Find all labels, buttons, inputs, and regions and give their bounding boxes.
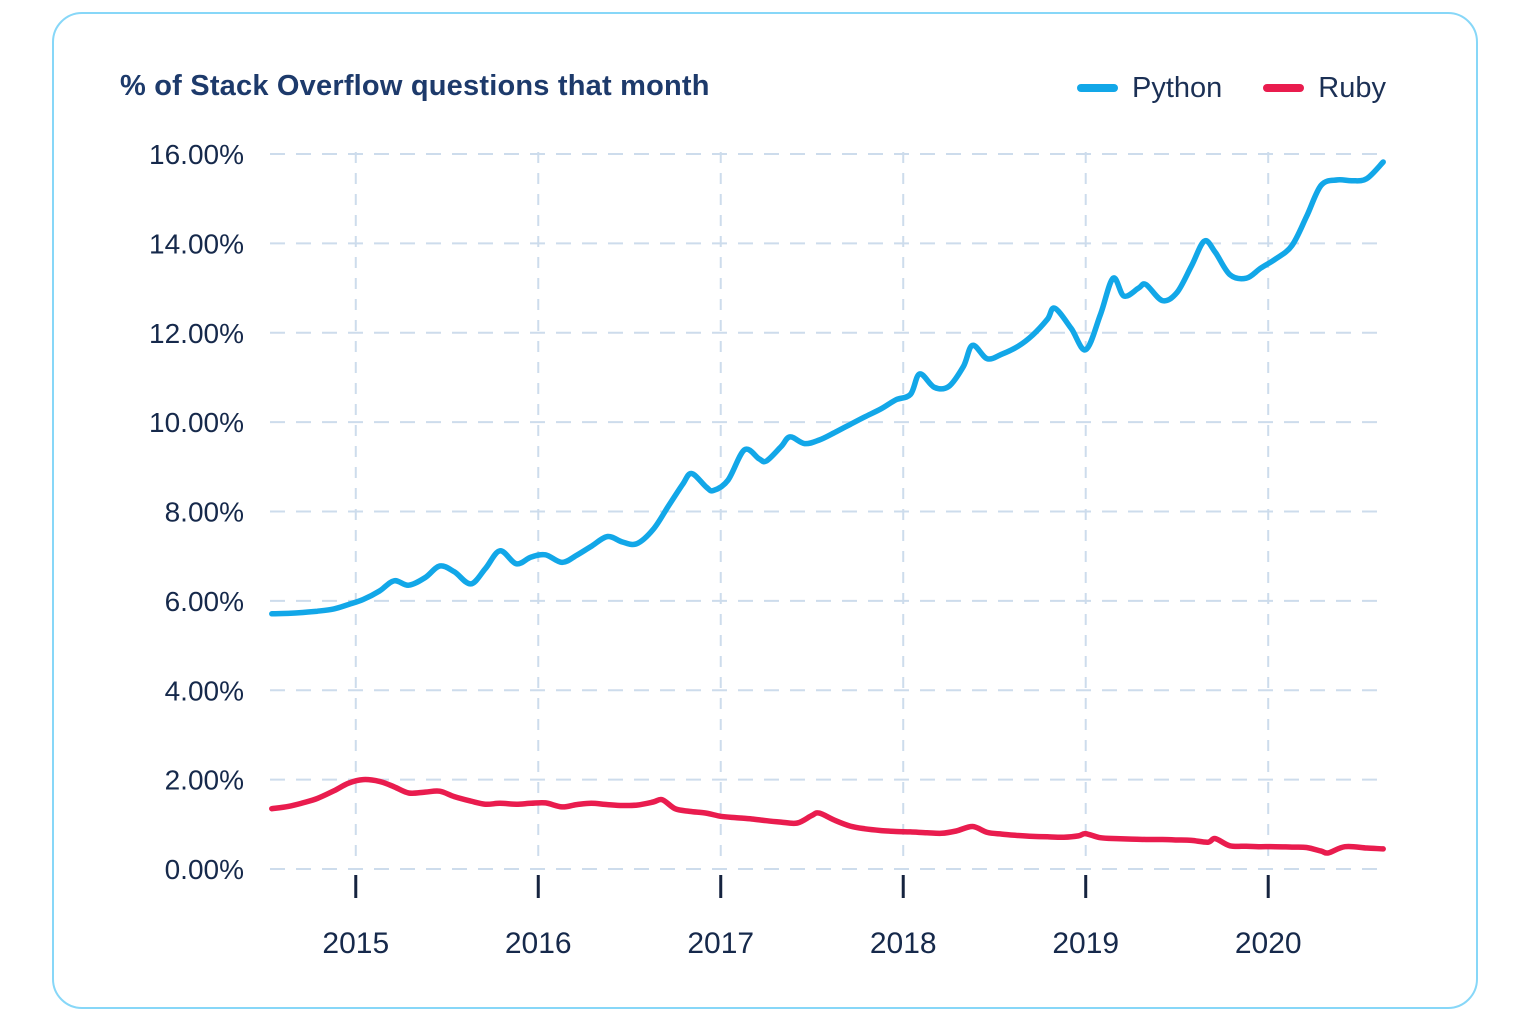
python-line <box>269 159 1386 617</box>
y-axis-label: 2.00% <box>165 765 244 796</box>
legend-label-ruby: Ruby <box>1318 71 1386 104</box>
y-axis-label: 16.00% <box>149 139 244 170</box>
x-axis-label: 2016 <box>505 927 572 960</box>
y-axis-label: 10.00% <box>149 407 244 438</box>
x-axis-label: 2019 <box>1052 927 1119 960</box>
x-axis-label: 2020 <box>1235 927 1302 960</box>
legend-label-python: Python <box>1132 71 1223 104</box>
legend-item-python: Python <box>1077 72 1222 105</box>
x-axis-label: 2018 <box>870 927 937 960</box>
ruby-line-swatch <box>1263 84 1305 92</box>
x-axis-label: 2015 <box>322 927 389 960</box>
y-axis-label: 6.00% <box>165 586 244 617</box>
y-axis-label: 12.00% <box>149 318 244 349</box>
y-axis-label: 4.00% <box>165 675 244 706</box>
y-axis-label: 14.00% <box>149 228 244 259</box>
chart-title: % of Stack Overflow questions that month <box>120 70 710 102</box>
legend-item-ruby: Ruby <box>1263 72 1386 105</box>
python-line-swatch <box>1077 84 1118 92</box>
legend: Python Ruby <box>1077 70 1386 106</box>
y-axis-label: 8.00% <box>165 497 244 528</box>
ruby-line <box>269 776 1386 856</box>
y-axis-label: 0.00% <box>165 854 244 885</box>
x-axis-label: 2017 <box>687 927 754 960</box>
